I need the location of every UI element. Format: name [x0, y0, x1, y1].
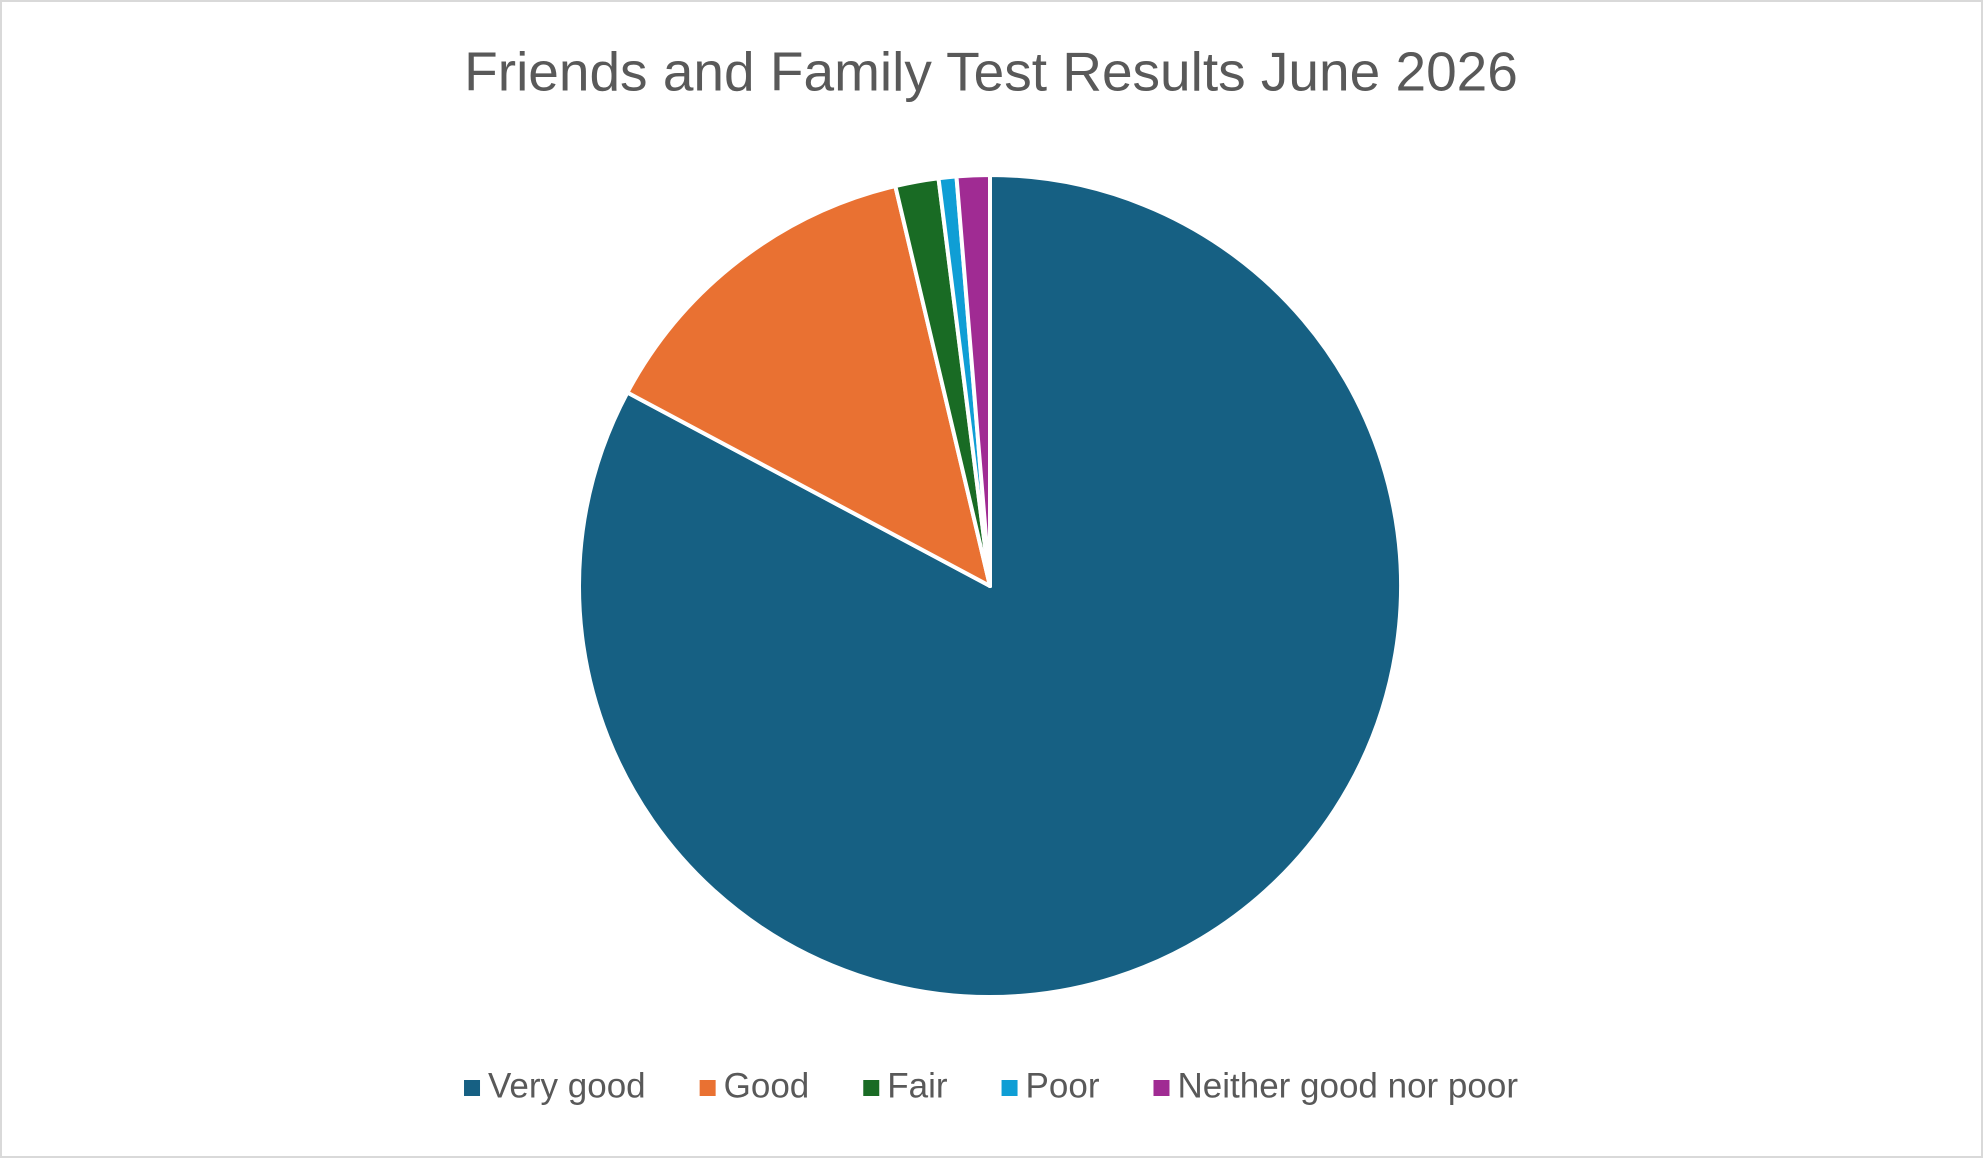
legend-label: Neither good nor poor	[1177, 1066, 1518, 1105]
legend-label: Poor	[1026, 1066, 1100, 1105]
legend-swatch	[1001, 1080, 1018, 1096]
legend-label: Fair	[887, 1066, 948, 1105]
legend-swatch	[464, 1080, 481, 1096]
legend-swatch	[699, 1080, 716, 1096]
pie-slice	[625, 184, 992, 588]
pie-slice	[954, 173, 992, 588]
legend-swatch	[863, 1080, 880, 1096]
legend-label: Very good	[488, 1066, 646, 1105]
legend-swatch	[1153, 1080, 1170, 1096]
legend-label: Good	[724, 1066, 810, 1105]
chart-title: Friends and Family Test Results June 202…	[464, 41, 1518, 103]
pie-slice	[577, 173, 1403, 999]
